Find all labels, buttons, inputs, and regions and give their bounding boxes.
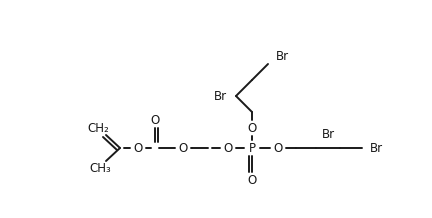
- Text: O: O: [133, 141, 143, 155]
- Text: O: O: [178, 141, 187, 155]
- Text: Br: Br: [369, 141, 383, 155]
- Text: Br: Br: [213, 90, 226, 102]
- Text: O: O: [248, 174, 257, 187]
- Text: P: P: [248, 141, 255, 155]
- Text: CH₃: CH₃: [89, 162, 111, 174]
- Text: Br: Br: [321, 128, 334, 141]
- Text: O: O: [150, 114, 160, 126]
- Text: CH₂: CH₂: [87, 121, 109, 135]
- Text: O: O: [248, 121, 257, 135]
- Text: O: O: [273, 141, 283, 155]
- Text: O: O: [223, 141, 232, 155]
- Text: Br: Br: [276, 51, 289, 63]
